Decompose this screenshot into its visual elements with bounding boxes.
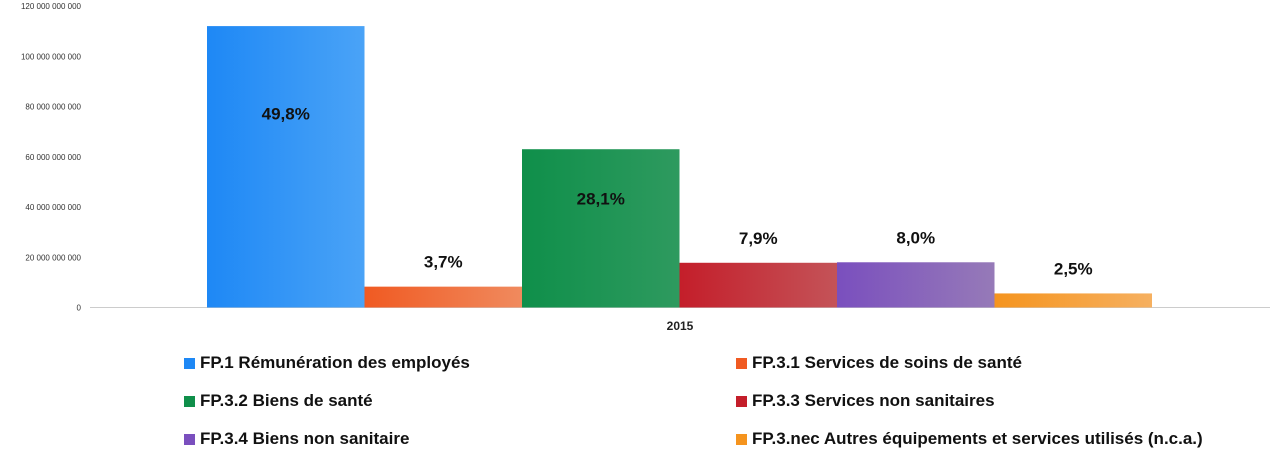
y-tick-label: 40 000 000 000 bbox=[25, 203, 81, 212]
legend-swatch-fp3nec bbox=[736, 433, 747, 445]
legend-item-fp31: FP.3.1 Services de soins de santé bbox=[736, 353, 1022, 373]
legend-swatch-fp34 bbox=[184, 433, 195, 445]
legend-item-fp33: FP.3.3 Services non sanitaires bbox=[736, 391, 995, 411]
category-label: 2015 bbox=[667, 319, 694, 333]
y-tick-label: 100 000 000 000 bbox=[21, 52, 82, 61]
bar-series-5 bbox=[994, 293, 1152, 308]
y-tick-label: 0 bbox=[77, 304, 82, 313]
bar-series-2 bbox=[522, 149, 680, 308]
bar-series-4 bbox=[837, 262, 995, 308]
legend-label-fp34: FP.3.4 Biens non sanitaire bbox=[200, 429, 410, 448]
data-label-series-4: 8,0% bbox=[896, 228, 935, 247]
legend-swatch-fp31 bbox=[736, 357, 747, 369]
bar-series-1 bbox=[364, 286, 522, 308]
data-label-series-0: 49,8% bbox=[262, 104, 310, 123]
legend-label-fp32: FP.3.2 Biens de santé bbox=[200, 391, 373, 410]
bar-chart: 0 20 000 000 000 40 000 000 000 60 000 000 … bbox=[21, 2, 1270, 333]
data-label-series-5: 2,5% bbox=[1054, 259, 1093, 278]
legend-item-fp1: FP.1 Rémunération des employés bbox=[184, 353, 470, 373]
y-tick-label: 120 000 000 000 bbox=[21, 2, 82, 11]
legend-item-fp3nec: FP.3.nec Autres équipements et services … bbox=[736, 429, 1203, 449]
legend-label-fp33: FP.3.3 Services non sanitaires bbox=[752, 391, 995, 410]
y-tick-label: 60 000 000 000 bbox=[25, 153, 81, 162]
data-label-series-3: 7,9% bbox=[739, 229, 778, 248]
legend-label-fp31: FP.3.1 Services de soins de santé bbox=[752, 353, 1022, 372]
legend-label-fp3nec: FP.3.nec Autres équipements et services … bbox=[752, 429, 1203, 448]
legend-item-fp34: FP.3.4 Biens non sanitaire bbox=[184, 429, 409, 449]
y-axis-ticks: 0 20 000 000 000 40 000 000 000 60 000 000 … bbox=[21, 2, 82, 313]
legend-swatch-fp32 bbox=[184, 395, 195, 407]
data-label-series-1: 3,7% bbox=[424, 253, 463, 272]
bars-group bbox=[207, 26, 1152, 308]
legend-label-fp1: FP.1 Rémunération des employés bbox=[200, 353, 470, 372]
bar-series-0 bbox=[207, 26, 365, 308]
legend: FP.1 Rémunération des employés FP.3.1 Se… bbox=[0, 348, 1279, 458]
legend-item-fp32: FP.3.2 Biens de santé bbox=[184, 391, 373, 411]
data-labels-group: 49,8% 3,7% 28,1% 7,9% 8,0% 2,5% bbox=[262, 104, 1093, 278]
y-tick-label: 20 000 000 000 bbox=[25, 253, 81, 262]
legend-swatch-fp1 bbox=[184, 357, 195, 369]
data-label-series-2: 28,1% bbox=[577, 189, 625, 208]
legend-swatch-fp33 bbox=[736, 395, 747, 407]
bar-series-3 bbox=[679, 262, 837, 308]
y-tick-label: 80 000 000 000 bbox=[25, 103, 81, 112]
